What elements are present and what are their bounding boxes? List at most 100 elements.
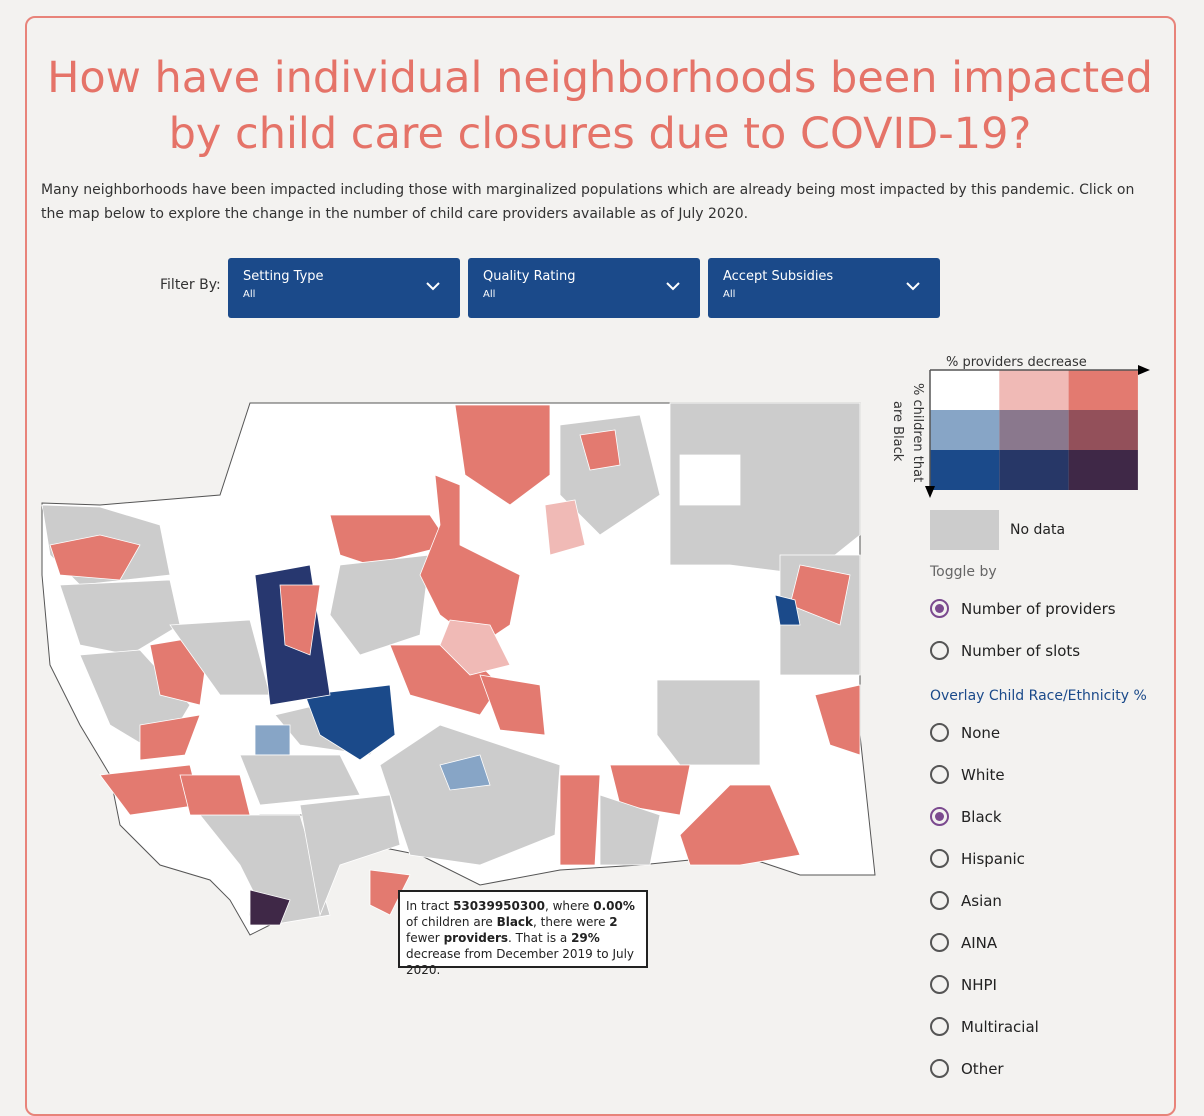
tract-region[interactable] <box>254 724 291 756</box>
tooltip-text: In tract <box>406 899 454 913</box>
chevron-down-icon <box>666 282 680 291</box>
tract-region[interactable] <box>479 674 546 736</box>
radio-circle[interactable] <box>930 849 949 868</box>
radio-label: NHPI <box>961 975 997 994</box>
radio-circle[interactable] <box>930 891 949 910</box>
tract-region[interactable] <box>544 499 586 556</box>
legend-y-label-1: % children that <box>910 383 925 482</box>
intro-text: Many neighborhoods have been impacted in… <box>41 182 1135 222</box>
tooltip-text: decrease from December 2019 to July 2020… <box>406 947 635 977</box>
tract-region[interactable] <box>249 889 291 926</box>
tract-region[interactable] <box>329 514 451 566</box>
no-data-swatch <box>930 510 999 550</box>
radio-label: Number of providers <box>961 599 1116 618</box>
tract-region[interactable] <box>199 814 331 926</box>
radio-label: Black <box>961 807 1002 826</box>
radio-circle[interactable] <box>930 723 949 742</box>
tract-region[interactable] <box>299 794 401 917</box>
legend-cell <box>999 410 1069 450</box>
legend-cell <box>930 370 1000 410</box>
dropdown-title: Setting Type <box>243 269 324 284</box>
overlay-radio-multiracial[interactable]: Multiracial <box>930 1017 1039 1036</box>
radio-circle[interactable] <box>930 1059 949 1078</box>
overlay-radio-aina[interactable]: AINA <box>930 933 997 952</box>
legend-x-label: % providers decrease <box>946 355 1087 370</box>
tract-region[interactable] <box>579 429 621 471</box>
overlay-radio-white[interactable]: White <box>930 765 1005 784</box>
radio-label: Hispanic <box>961 849 1025 868</box>
tract-region[interactable] <box>559 774 601 866</box>
tract-region[interactable] <box>439 754 491 791</box>
toggle-title: Toggle by <box>930 564 997 580</box>
toggle-radio-number-of-providers[interactable]: Number of providers <box>930 599 1116 618</box>
chevron-down-icon <box>426 282 440 291</box>
legend-y-label-2: are Black <box>890 401 905 462</box>
tract-region[interactable] <box>439 619 511 676</box>
tract-region[interactable] <box>369 869 411 916</box>
overlay-radio-nhpi[interactable]: NHPI <box>930 975 997 994</box>
bivariate-legend: % providers decrease % children that are… <box>890 355 1150 550</box>
tract-region[interactable] <box>59 579 181 656</box>
overlay-title: Overlay Child Race/Ethnicity % <box>930 688 1147 704</box>
radio-label: Other <box>961 1059 1004 1078</box>
overlay-radio-asian[interactable]: Asian <box>930 891 1002 910</box>
tooltip-providers: providers <box>443 931 509 945</box>
tract-region[interactable] <box>656 679 761 766</box>
radio-circle[interactable] <box>930 765 949 784</box>
dropdown-title: Accept Subsidies <box>723 269 834 284</box>
tract-region[interactable] <box>774 594 801 626</box>
radio-label: Multiracial <box>961 1017 1039 1036</box>
tract-region[interactable] <box>139 714 201 761</box>
tooltip-text: , there were <box>533 915 610 929</box>
tooltip-pct: 0.00% <box>593 899 635 913</box>
tract-region[interactable] <box>279 584 321 656</box>
tract-region[interactable] <box>599 794 661 866</box>
tract-region[interactable] <box>814 684 861 756</box>
tract-region[interactable] <box>679 784 801 866</box>
overlay-radio-hispanic[interactable]: Hispanic <box>930 849 1025 868</box>
tooltip-decrease: 29% <box>571 931 600 945</box>
washington-tract-map[interactable] <box>40 395 880 940</box>
radio-label: White <box>961 765 1005 784</box>
arrow-right-icon <box>1138 365 1150 375</box>
setting-type-dropdown[interactable]: Setting Type All <box>228 258 460 318</box>
dropdown-value: All <box>723 289 736 300</box>
tract-region[interactable] <box>789 564 851 626</box>
tract-region[interactable] <box>239 754 361 806</box>
tract-region[interactable] <box>679 454 741 506</box>
tooltip-race: Black <box>496 915 534 929</box>
legend-cell <box>930 450 1000 490</box>
tooltip-text: , where <box>544 899 594 913</box>
dropdown-value: All <box>483 289 496 300</box>
radio-label: Asian <box>961 891 1002 910</box>
radio-circle[interactable] <box>930 933 949 952</box>
tract-region[interactable] <box>454 404 551 506</box>
quality-rating-dropdown[interactable]: Quality Rating All <box>468 258 700 318</box>
no-data-label: No data <box>1010 522 1065 538</box>
tract-region[interactable] <box>609 764 691 816</box>
tooltip-count: 2 <box>609 915 618 929</box>
radio-circle[interactable] <box>930 599 949 618</box>
radio-label: None <box>961 723 1001 742</box>
toggle-radio-number-of-slots[interactable]: Number of slots <box>930 641 1080 660</box>
page-title: How have individual neighborhoods been i… <box>47 53 1153 159</box>
tooltip-text: fewer <box>406 931 444 945</box>
tract-region[interactable] <box>304 684 396 761</box>
radio-circle[interactable] <box>930 975 949 994</box>
tooltip-text: . That is a <box>508 931 572 945</box>
overlay-radio-none[interactable]: None <box>930 723 1000 742</box>
legend-cell <box>1068 370 1138 410</box>
radio-circle[interactable] <box>930 641 949 660</box>
overlay-radio-other[interactable]: Other <box>930 1059 1004 1078</box>
radio-circle[interactable] <box>930 807 949 826</box>
radio-circle[interactable] <box>930 1017 949 1036</box>
tract-region[interactable] <box>49 534 141 581</box>
radio-label: Number of slots <box>961 641 1081 660</box>
tract-region[interactable] <box>179 774 251 816</box>
map-tooltip: In tract 53039950300, where 0.00% of chi… <box>398 890 648 977</box>
tract-region[interactable] <box>379 724 561 866</box>
legend-cell <box>1068 450 1138 490</box>
dropdown-value: All <box>243 289 256 300</box>
overlay-radio-black[interactable]: Black <box>930 807 1002 826</box>
accept-subsidies-dropdown[interactable]: Accept Subsidies All <box>708 258 940 318</box>
